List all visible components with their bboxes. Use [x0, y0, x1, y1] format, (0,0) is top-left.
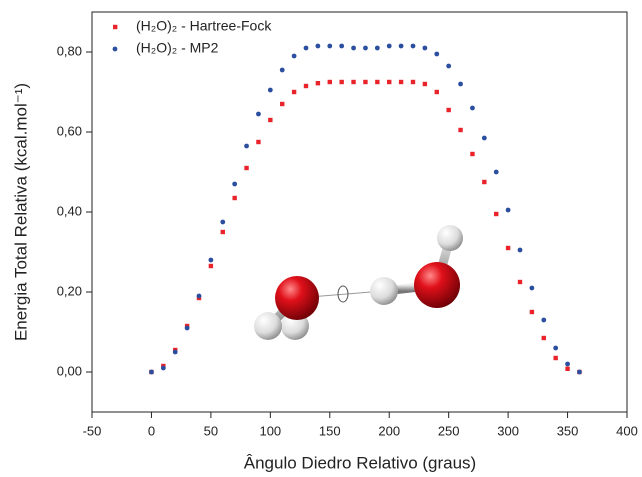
point [315, 43, 321, 49]
point [303, 83, 309, 89]
point [339, 43, 345, 49]
point [244, 143, 249, 149]
y-tick-label: 0,00 [57, 363, 82, 378]
y-tick-label: 0,60 [57, 123, 82, 138]
point [184, 325, 190, 331]
point [529, 285, 535, 291]
point [505, 207, 511, 213]
plot-frame [91, 11, 628, 413]
point [553, 355, 558, 361]
point [517, 247, 523, 253]
point [565, 366, 570, 371]
point [374, 45, 380, 51]
point [339, 79, 344, 85]
point [494, 211, 499, 217]
point [446, 63, 452, 69]
point [541, 335, 546, 341]
point [482, 179, 487, 185]
point [422, 45, 428, 51]
point [160, 365, 166, 371]
x-tick-label: 200 [378, 423, 400, 438]
point [410, 43, 416, 49]
point [422, 81, 428, 87]
point [458, 81, 463, 87]
point [434, 51, 440, 57]
x-tick-label: 50 [204, 423, 218, 438]
point [553, 345, 559, 351]
point [303, 45, 309, 51]
point [481, 135, 487, 141]
point [446, 107, 451, 113]
point [577, 369, 582, 375]
point [232, 181, 238, 187]
x-tick-label: 300 [497, 423, 519, 438]
x-tick-label: -50 [83, 423, 102, 438]
point [363, 45, 368, 51]
point [256, 139, 261, 145]
point [541, 317, 547, 323]
point [351, 45, 356, 51]
point [410, 79, 416, 85]
point [149, 369, 154, 375]
point [315, 81, 321, 86]
point [268, 117, 273, 123]
x-tick-label: 0 [148, 423, 155, 438]
point [256, 111, 261, 117]
point [280, 101, 285, 107]
x-tick-label: 100 [259, 423, 281, 438]
point [232, 195, 237, 201]
point [244, 165, 249, 171]
x-tick-label: 150 [319, 423, 341, 438]
y-tick-label: 0,80 [57, 43, 82, 58]
point [220, 229, 225, 235]
point [208, 257, 214, 263]
point [398, 43, 404, 49]
point [398, 79, 404, 85]
point [517, 279, 523, 285]
point [327, 43, 333, 49]
point [351, 79, 356, 85]
legend-marker [112, 46, 118, 52]
point [505, 245, 511, 251]
point [529, 309, 535, 315]
x-tick-label: 400 [616, 423, 638, 438]
y-tick-label: 0,20 [57, 283, 82, 298]
x-axis-label: Ângulo Diedro Relativo (graus) [244, 453, 476, 472]
point [375, 79, 380, 85]
point [434, 89, 439, 95]
y-axis-label: Energia Total Relativa (kcal.mol⁻¹) [11, 83, 30, 341]
point [267, 87, 273, 93]
legend-marker [113, 24, 118, 30]
y-tick-label: 0,40 [57, 203, 82, 218]
point [470, 151, 475, 157]
x-tick-label: 250 [438, 423, 460, 438]
point [291, 89, 297, 95]
point [387, 79, 392, 85]
x-tick-label: 350 [557, 423, 579, 438]
point [470, 105, 475, 111]
point [208, 263, 214, 269]
point [363, 79, 368, 85]
point [279, 67, 285, 73]
point [327, 79, 332, 85]
point [172, 349, 178, 355]
point [458, 127, 463, 133]
point [493, 169, 499, 175]
point [565, 361, 570, 367]
point [291, 53, 297, 59]
point [220, 219, 226, 225]
legend-label: (H₂O)₂ - MP2 [136, 40, 219, 56]
point [196, 293, 202, 299]
molecule [254, 225, 463, 340]
point [386, 43, 392, 49]
legend-label: (H₂O)₂ - Hartree-Fock [136, 18, 272, 34]
